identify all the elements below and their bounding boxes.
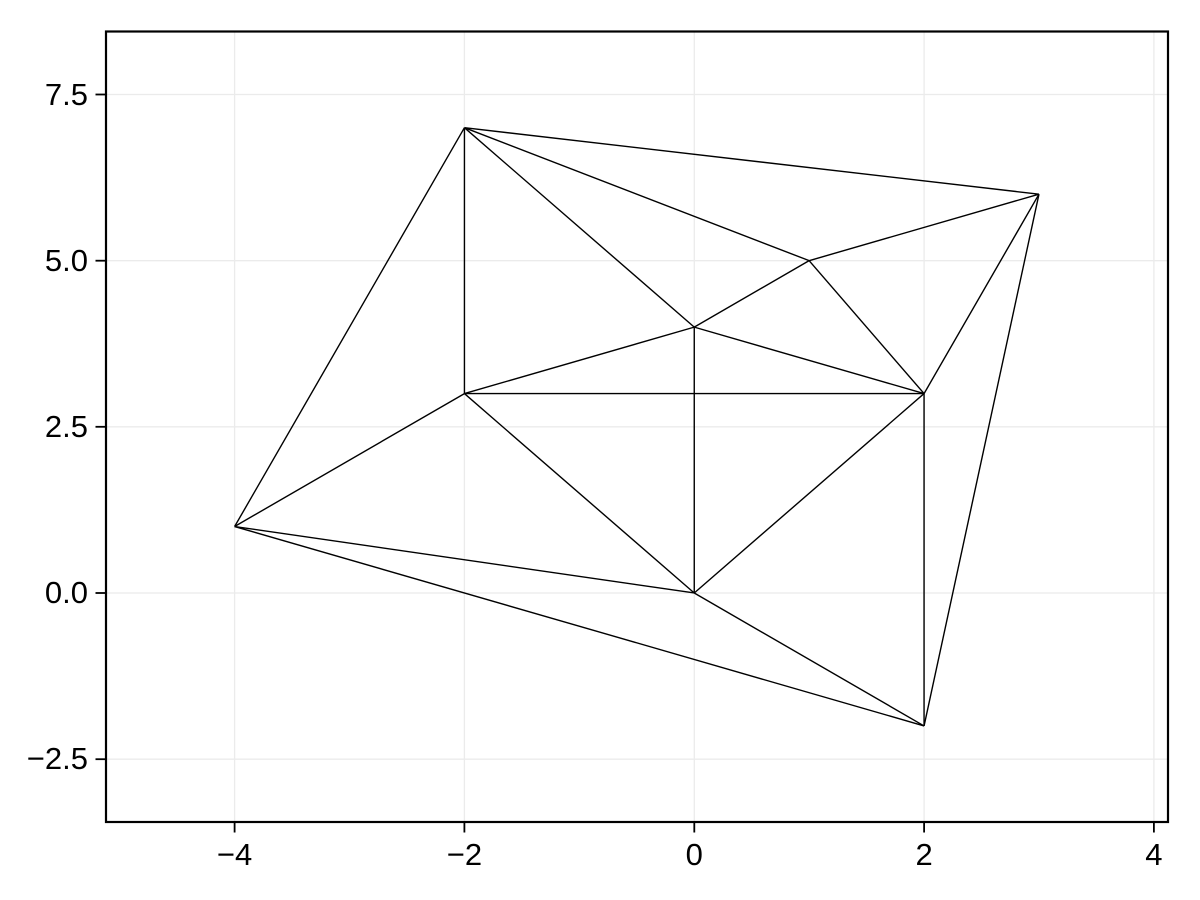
svg-text:−2: −2 [447, 837, 482, 872]
svg-text:2.5: 2.5 [45, 409, 88, 444]
svg-text:−2.5: −2.5 [27, 741, 88, 776]
svg-text:5.0: 5.0 [45, 243, 88, 278]
svg-text:−4: −4 [217, 837, 252, 872]
svg-text:7.5: 7.5 [45, 77, 88, 112]
svg-text:2: 2 [915, 837, 932, 872]
svg-text:4: 4 [1145, 837, 1162, 872]
svg-text:0: 0 [686, 837, 703, 872]
svg-text:0.0: 0.0 [45, 575, 88, 610]
